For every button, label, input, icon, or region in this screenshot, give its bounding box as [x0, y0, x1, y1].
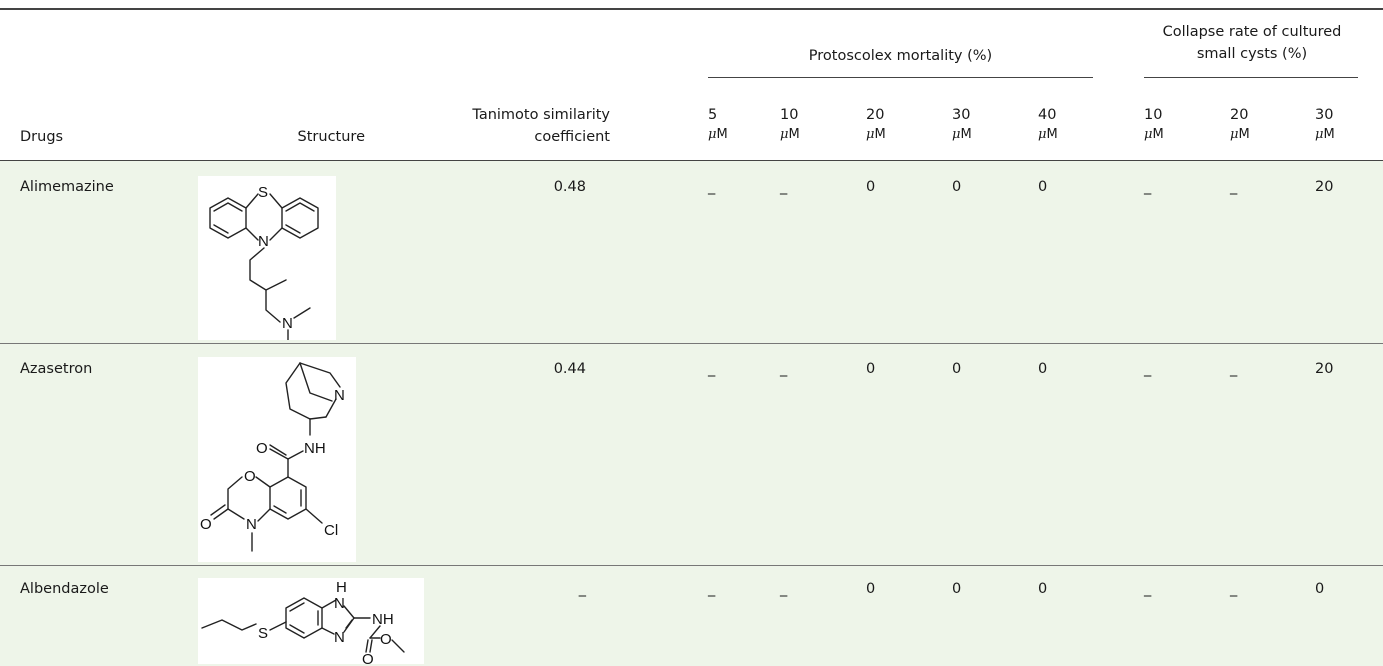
mortality-value: 0 — [952, 581, 962, 597]
oxygen-atom-label: O — [256, 440, 268, 457]
collapse-value: _ — [1144, 179, 1152, 195]
mortality-value: 0 — [1038, 581, 1048, 597]
mortality-value: _ — [780, 179, 788, 195]
nitrogen-atom-label: N — [258, 233, 269, 250]
collapse-value: _ — [1144, 361, 1152, 377]
oxygen-atom-label: O — [244, 468, 256, 485]
collapse-value: _ — [1230, 179, 1238, 195]
mortality-conc-30: 30 μM — [952, 107, 972, 142]
mortality-value: _ — [780, 581, 788, 597]
collapse-conc-30: 30 μM — [1315, 107, 1335, 142]
drugs-column-header: Drugs — [20, 129, 64, 145]
sulfur-atom-label: S — [258, 625, 268, 642]
nh-group-label: NH — [372, 611, 394, 628]
nitrogen-atom-label: N — [334, 387, 345, 404]
nitrogen-atom-label: N — [334, 595, 345, 612]
structure-column-header: Structure — [297, 129, 365, 145]
collapse-value: 20 — [1315, 361, 1334, 377]
collapse-group-rule — [1144, 77, 1358, 78]
nitrogen-atom-label: N — [334, 629, 345, 646]
azasetron-structure-icon: N NH O Cl O N — [198, 357, 356, 562]
collapse-value: 0 — [1315, 581, 1325, 597]
mortality-value: 0 — [866, 361, 876, 377]
nitrogen-atom-label: N — [246, 516, 257, 533]
nh-group-label: NH — [304, 440, 326, 457]
row-rule-2 — [0, 565, 1383, 566]
mortality-value: _ — [780, 361, 788, 377]
drug-name: Alimemazine — [20, 179, 114, 195]
top-rule — [0, 8, 1383, 10]
mortality-value: 0 — [866, 179, 876, 195]
collapse-conc-10: 10 μM — [1144, 107, 1164, 142]
mortality-value: _ — [708, 361, 716, 377]
collapse-value: _ — [1230, 361, 1238, 377]
header-bottom-rule — [0, 160, 1383, 161]
collapse-group-header-line1: Collapse rate of cultured — [1162, 24, 1342, 40]
tanimoto-value: 0.44 — [553, 361, 586, 377]
alimemazine-structure-icon: S N N — [198, 176, 336, 340]
oxygen-atom-label: O — [362, 651, 374, 664]
mortality-group-rule — [708, 77, 1093, 78]
collapse-value: _ — [1144, 581, 1152, 597]
row-rule-1 — [0, 343, 1383, 344]
mortality-value: 0 — [1038, 361, 1048, 377]
tanimoto-column-header-line2: coefficient — [534, 129, 610, 145]
tanimoto-column-header-line1: Tanimoto similarity — [472, 107, 610, 123]
oxygen-atom-label: O — [200, 516, 212, 533]
hydrogen-atom-label: H — [336, 579, 347, 596]
mortality-value: 0 — [952, 361, 962, 377]
collapse-conc-20: 20 μM — [1230, 107, 1250, 142]
sulfur-atom-label: S — [258, 184, 268, 201]
mortality-value: 0 — [1038, 179, 1048, 195]
mortality-conc-20: 20 μM — [866, 107, 886, 142]
mortality-conc-5: 5 μM — [708, 107, 728, 142]
tanimoto-value: _ — [578, 581, 586, 597]
albendazole-structure-icon: S H N N NH O O — [198, 578, 424, 664]
mortality-value: _ — [708, 581, 716, 597]
mortality-value: 0 — [866, 581, 876, 597]
collapse-group-header-line2: small cysts (%) — [1196, 46, 1308, 62]
mortality-value: _ — [708, 179, 716, 195]
collapse-value: 20 — [1315, 179, 1334, 195]
mortality-group-header: Protoscolex mortality (%) — [808, 48, 993, 64]
drug-name: Azasetron — [20, 361, 93, 377]
collapse-value: _ — [1230, 581, 1238, 597]
drug-name: Albendazole — [20, 581, 109, 597]
mortality-conc-40: 40 μM — [1038, 107, 1058, 142]
mortality-conc-10: 10 μM — [780, 107, 800, 142]
mortality-value: 0 — [952, 179, 962, 195]
nitrogen-atom-label: N — [282, 315, 293, 332]
chlorine-atom-label: Cl — [324, 522, 338, 539]
tanimoto-value: 0.48 — [553, 179, 586, 195]
oxygen-atom-label: O — [380, 631, 392, 648]
